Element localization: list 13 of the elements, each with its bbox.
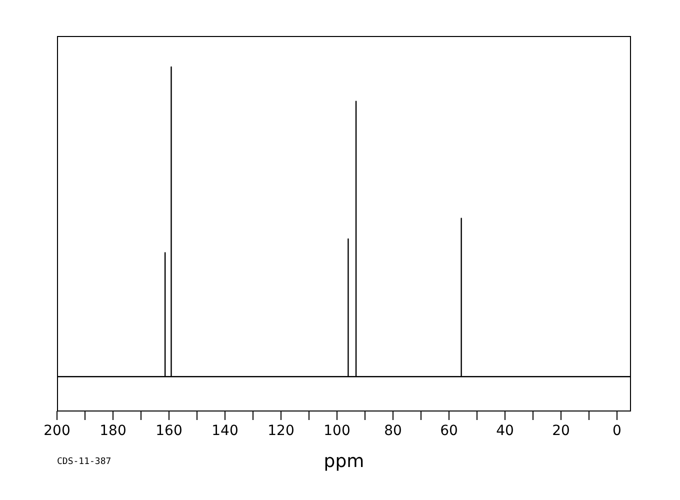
x-tick-label: 180 bbox=[100, 423, 126, 439]
x-tick-label: 80 bbox=[384, 423, 402, 439]
x-tick-label: 140 bbox=[212, 423, 238, 439]
x-tick-label: 120 bbox=[268, 423, 294, 439]
x-tick-label: 20 bbox=[552, 423, 570, 439]
text: CDS-11-387 bbox=[57, 457, 112, 467]
x-tick-label: 100 bbox=[324, 423, 350, 439]
x-axis-title: ppm bbox=[324, 451, 364, 472]
x-tick-label: 40 bbox=[496, 423, 514, 439]
x-tick-label: 60 bbox=[440, 423, 458, 439]
x-tick-label: 200 bbox=[44, 423, 70, 439]
x-tick-label: 160 bbox=[156, 423, 182, 439]
x-tick-label: 0 bbox=[612, 423, 622, 439]
